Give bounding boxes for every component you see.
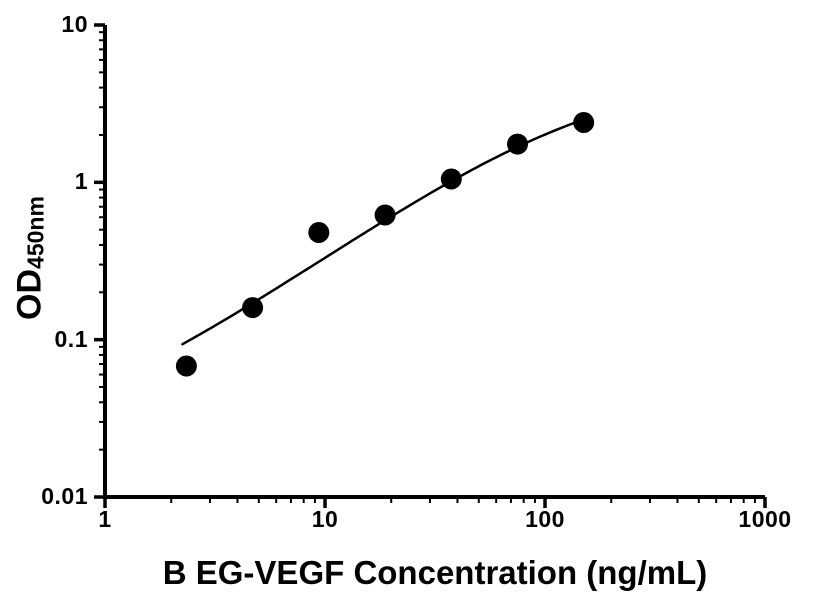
x-tick-label-1: 1 bbox=[98, 506, 112, 532]
tick-marks bbox=[94, 23, 767, 508]
y-axis-title-text: OD bbox=[10, 268, 49, 320]
y-tick-label-0-1: 0.1 bbox=[54, 325, 88, 352]
axes bbox=[103, 25, 765, 499]
data-point bbox=[374, 204, 396, 226]
y-tick-label-10: 10 bbox=[61, 10, 88, 37]
y-axis-title-subscript: 450nm bbox=[22, 196, 49, 269]
data-point bbox=[507, 133, 528, 155]
data-point bbox=[440, 168, 462, 190]
data-point bbox=[242, 297, 264, 319]
data-points bbox=[175, 112, 595, 377]
x-tick-label-100: 100 bbox=[525, 506, 565, 532]
x-tick-label-1000: 1000 bbox=[738, 506, 792, 532]
data-point bbox=[573, 112, 595, 133]
axis-spines bbox=[103, 25, 765, 499]
y-tick-label-0-01: 0.01 bbox=[41, 482, 88, 509]
data-point bbox=[175, 355, 197, 377]
data-point bbox=[308, 222, 330, 243]
x-axis-title: B EG-VEGF Concentration (ng/mL) bbox=[162, 554, 708, 591]
y-tick-label-1: 1 bbox=[74, 168, 88, 195]
x-tick-label-10: 10 bbox=[311, 506, 339, 532]
y-axis-title: OD450nm bbox=[11, 196, 50, 320]
